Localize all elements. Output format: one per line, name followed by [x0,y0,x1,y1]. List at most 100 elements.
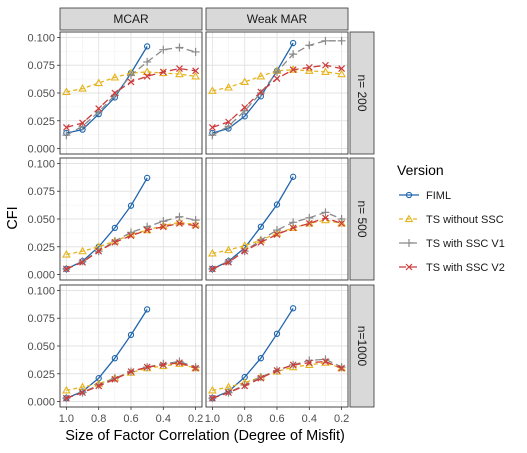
data-point [127,368,135,375]
data-point [127,232,135,240]
data-point [305,359,313,367]
data-point [322,61,329,69]
data-point [110,72,120,81]
data-point [337,36,346,45]
data-point [62,265,70,273]
data-point [337,69,346,78]
data-point [192,222,200,230]
data-point [304,218,314,227]
data-point [176,65,183,72]
y-axis-title: CFI [5,206,21,229]
data-point [256,89,265,97]
data-point [127,78,135,86]
data-point [208,86,217,94]
facet-row-strip-bg [349,157,375,281]
facet-column-strip-bg [205,7,349,31]
data-point [241,382,249,390]
data-point [290,39,297,47]
x-tick-label: 1.0 [59,413,74,425]
facet-row-strip-bg [349,31,375,155]
data-point [273,75,281,82]
data-point [111,375,119,383]
series-ts-with-ssc-v2 [208,214,346,273]
series-ts-with-ssc-v2 [208,358,346,402]
x-tick-label: 0.8 [91,413,106,425]
data-point [208,248,217,257]
legend-entry: TS with SSC V2 [399,262,505,274]
data-point [273,226,281,235]
data-point [337,215,346,223]
data-point [95,247,103,255]
data-point [256,71,266,80]
data-point [144,43,151,50]
y-tick-label: 0.100 [27,285,55,297]
legend-key-marker [405,191,413,199]
facet-row-label: n=1000 [355,326,369,367]
facet-column-strip-bg [59,7,203,31]
panel-border [205,31,349,155]
data-point [290,173,297,180]
data-point [191,71,200,80]
facet-row-strip: n=1000 [349,284,375,408]
y-tick-label: 0.050 [27,214,55,226]
data-point [273,67,281,76]
data-point [225,258,232,266]
axes-layer: 0.000 0.025 0.050 0.075 0.100 0.000 0.025 0.050… [27,32,349,425]
facet-panel [205,284,349,408]
data-point [62,123,70,131]
data-point [143,72,151,80]
data-point [192,67,200,75]
data-point [337,218,346,227]
series-line [212,362,342,392]
data-point [257,355,264,362]
panels-layer [59,31,349,408]
facet-column-label: Weak MAR [247,12,308,26]
y-tick-label: 0.025 [27,242,55,254]
data-point [224,245,233,254]
data-point [79,389,86,397]
data-point [159,361,167,369]
series-line [212,217,342,270]
legend-label: FIML [426,190,451,202]
data-point [257,374,265,382]
y-tick-label: 0.075 [27,313,55,325]
data-point [62,250,71,258]
strips-layer: MCAR Weak MAR n= 200 n= 500 n=1000 [59,7,375,408]
data-point [289,50,298,59]
data-point [338,65,346,72]
data-point [142,67,152,76]
data-point [62,385,71,394]
data-point [62,131,71,140]
y-tick-label: 0.050 [27,341,55,353]
data-point [95,382,103,390]
data-point [321,36,330,45]
data-point [273,366,281,374]
series-line [66,221,196,256]
data-point [305,220,313,227]
data-point [208,123,216,131]
facet-column-label: MCAR [113,12,149,26]
data-point [127,202,135,209]
legend-label: TS with SSC V2 [426,262,505,274]
y-tick-label: 0.000 [27,397,55,409]
legend-key-marker [404,214,414,223]
data-point [143,363,151,371]
legend: Version FIML TS without SSC TS with SSC V1… [397,162,505,274]
data-point [79,119,86,127]
x-tick-label: 0.8 [237,413,252,425]
data-point [127,71,135,80]
facet-column-strip: MCAR [59,7,203,31]
data-point [289,224,297,232]
x-tick-label: 0.6 [123,413,138,425]
facet-row-label: n= 500 [355,200,369,237]
data-point [322,214,329,222]
panel-border [205,157,349,281]
data-point [78,84,87,92]
data-point [159,45,168,54]
facet-panel [59,284,203,408]
x-tick-label: 0.4 [302,413,317,425]
y-tick-label: 0.025 [27,116,55,128]
y-tick-label: 0.025 [27,369,55,381]
data-point [192,364,200,372]
facet-row-strip: n= 500 [349,157,375,281]
